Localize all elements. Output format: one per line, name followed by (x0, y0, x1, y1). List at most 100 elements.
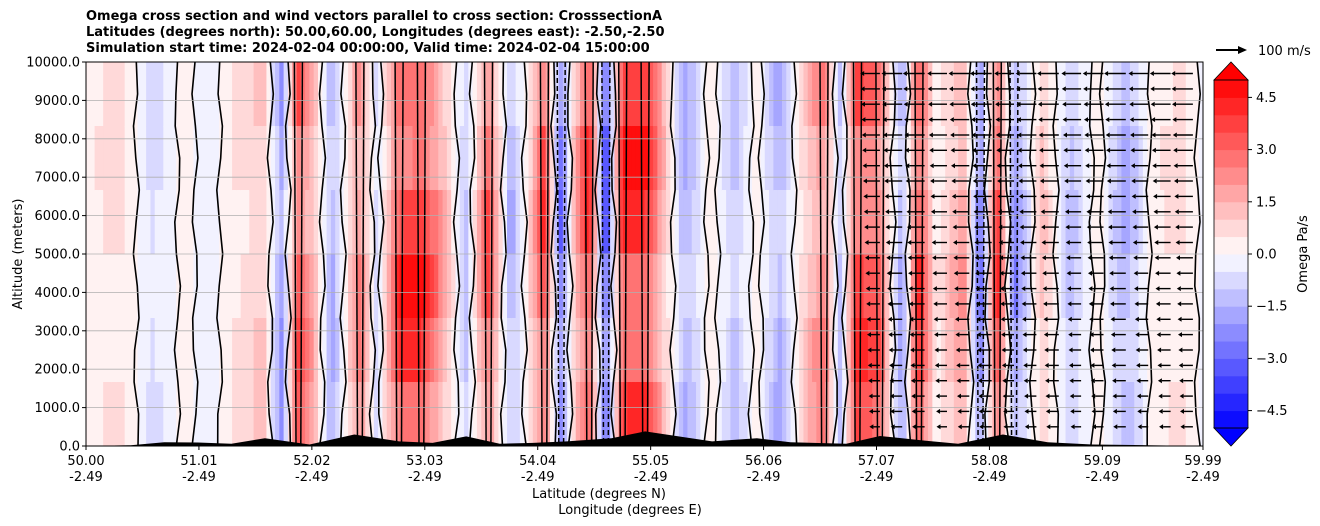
omega-cell (296, 190, 302, 255)
omega-cell (1172, 382, 1178, 446)
omega-cell (915, 382, 921, 446)
omega-cell (1022, 190, 1028, 255)
omega-cell (369, 382, 375, 446)
omega-cell (816, 126, 822, 191)
omega-cell (837, 318, 843, 383)
wind-vector-head (1104, 71, 1109, 76)
omega-cell (472, 382, 478, 446)
omega-cell (202, 126, 207, 191)
omega-cell (936, 382, 942, 446)
omega-cell (700, 190, 706, 255)
wind-vector-head (887, 286, 892, 292)
omega-cell (244, 254, 250, 319)
wind-vector-head (1107, 193, 1112, 199)
omega-cell (1151, 382, 1157, 446)
wind-vector-head (1083, 86, 1088, 92)
omega-cell (657, 190, 663, 255)
omega-cell (837, 62, 843, 127)
omega-cell (498, 62, 504, 127)
omega-cell (979, 382, 985, 446)
y-axis-label: Altitude (meters) (11, 199, 26, 310)
wind-vector-head (1132, 209, 1137, 215)
omega-cell (713, 190, 719, 255)
omega-cell (167, 190, 173, 255)
omega-cell (627, 126, 633, 191)
omega-cell (313, 62, 319, 127)
omega-cell (202, 382, 207, 446)
omega-cell (433, 318, 439, 383)
omega-cell (661, 254, 667, 319)
omega-cell (734, 126, 740, 191)
omega-cell (605, 190, 611, 255)
omega-cell (459, 126, 465, 191)
wind-vector-head (883, 147, 888, 153)
omega-cell (812, 382, 817, 446)
wind-vector-head (995, 117, 1000, 123)
omega-cell (876, 62, 882, 127)
wind-vector-head (1069, 362, 1073, 368)
omega-cell (154, 318, 160, 383)
omega-cell (468, 318, 474, 383)
omega-cell (111, 382, 117, 446)
omega-cell (103, 254, 109, 319)
wind-vector-head (1130, 163, 1135, 169)
omega-cell (683, 126, 689, 191)
omega-cell (1082, 254, 1088, 319)
omega-cell (665, 318, 671, 383)
omega-cell (1061, 62, 1067, 127)
wind-vector-head (1178, 362, 1183, 368)
omega-cell (846, 318, 852, 383)
colorbar-tick-label: −1.5 (1256, 300, 1288, 315)
omega-cell (1104, 318, 1110, 383)
wind-vector-head (935, 378, 940, 384)
omega-cell (98, 62, 104, 127)
omega-cell (966, 62, 972, 127)
omega-cell (1031, 62, 1037, 127)
omega-cell (816, 190, 822, 255)
omega-cell (541, 126, 547, 191)
omega-cell (360, 382, 366, 446)
wind-vector-head (949, 117, 954, 123)
omega-cell (330, 62, 336, 127)
omega-cell (171, 254, 177, 319)
omega-cell (657, 126, 663, 191)
wind-vector-head (1172, 117, 1177, 123)
wind-vector-head (1157, 378, 1162, 384)
wind-vector-head (1088, 270, 1092, 276)
omega-cell (855, 318, 860, 383)
wind-vector-head (1062, 101, 1067, 107)
omega-cell (601, 318, 607, 383)
omega-cell (322, 318, 328, 383)
wind-vector-head (861, 132, 866, 138)
omega-cell (382, 382, 388, 446)
omega-cell (227, 254, 233, 319)
omega-cell (1031, 190, 1037, 255)
omega-cell (1001, 190, 1006, 255)
omega-cell (674, 62, 680, 127)
omega-cell (837, 382, 843, 446)
omega-cell (558, 318, 564, 383)
omega-cell (726, 318, 732, 383)
omega-cell (537, 190, 542, 255)
omega-cell (1190, 190, 1196, 255)
omega-cell (1035, 318, 1041, 383)
omega-cell (146, 190, 152, 255)
omega-cell (859, 382, 865, 446)
omega-cell (872, 62, 878, 127)
omega-cell (236, 254, 242, 319)
omega-cell (1005, 126, 1011, 191)
omega-cell (399, 62, 405, 127)
omega-cell (988, 382, 994, 446)
omega-cell (133, 382, 139, 446)
omega-cell (889, 126, 895, 191)
omega-cell (743, 190, 749, 255)
omega-cell (476, 190, 482, 255)
omega-cell (1125, 382, 1131, 446)
wind-vector-head (1133, 270, 1138, 276)
omega-cell (120, 254, 126, 319)
omega-cell (391, 190, 396, 255)
omega-cell (691, 126, 697, 191)
omega-cell (601, 254, 607, 319)
omega-cell (1026, 254, 1032, 319)
omega-cell (966, 382, 972, 446)
